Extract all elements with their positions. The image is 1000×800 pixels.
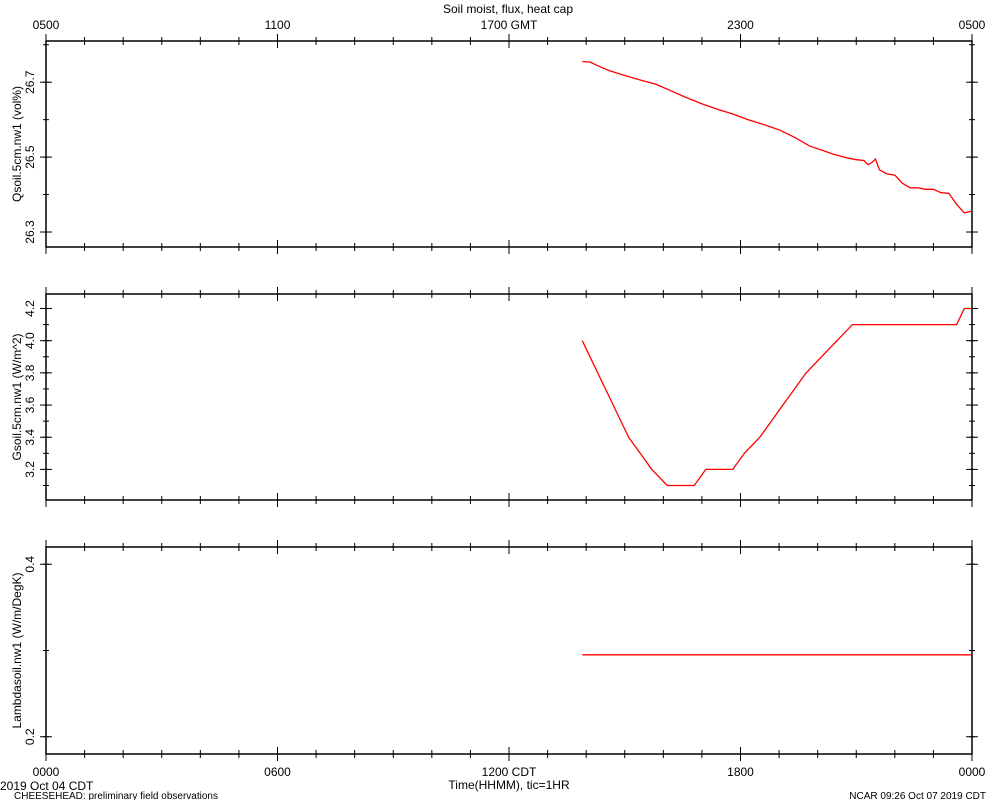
bottom-axis-tick-labels: 0000 0600 1200 CDT 1800 0000 bbox=[33, 765, 986, 779]
y-tick-label: 26.3 bbox=[23, 220, 37, 244]
y-tick-label: 3.8 bbox=[23, 364, 37, 381]
bottom-tick-label: 1200 CDT bbox=[482, 765, 537, 779]
top-tick-label: 1700 GMT bbox=[481, 18, 538, 32]
bottom-tick-label: 0000 bbox=[33, 765, 60, 779]
series-line-1 bbox=[582, 60, 973, 214]
y-tick-label: 26.5 bbox=[23, 145, 37, 169]
y-axis-label: Gsoil.5cm.nw1 (W/m^2) bbox=[10, 334, 24, 461]
y-tick-label: 4.2 bbox=[23, 300, 37, 317]
bottom-tick-label: 1800 bbox=[727, 765, 754, 779]
y-tick-label: 0.2 bbox=[23, 728, 37, 745]
footer-date: 2019 Oct 04 CDT bbox=[0, 779, 94, 793]
y-axis-label: Qsoil.5cm.nw1 (vol%) bbox=[10, 86, 24, 202]
y-tick-label: 3.2 bbox=[23, 461, 37, 478]
y-tick-label: 26.7 bbox=[23, 70, 37, 94]
top-tick-label: 0500 bbox=[959, 18, 986, 32]
y-axis-label: Lambdasoil.nw1 (W/m/DegK) bbox=[10, 572, 24, 728]
top-tick-label: 2300 bbox=[727, 18, 754, 32]
x-axis-label: Time(HHMM), tic=1HR bbox=[448, 778, 570, 792]
top-tick-label: 1100 bbox=[265, 18, 291, 32]
panel-frame bbox=[45, 293, 973, 501]
top-tick-label: 0500 bbox=[33, 18, 60, 32]
y-tick-label: 0.4 bbox=[23, 556, 37, 573]
y-tick-label: 3.6 bbox=[23, 396, 37, 413]
panel-frame bbox=[45, 40, 973, 248]
footer-stamp: NCAR 09:26 Oct 07 2019 CDT bbox=[849, 791, 986, 800]
y-tick-label: 4.0 bbox=[23, 332, 37, 349]
panel-2: 3.2 3.4 3.6 3.8 4.0 4.2 Gsoil.5cm.nw1 (W/m^2) bbox=[10, 287, 978, 507]
y-tick-label: 3.4 bbox=[23, 429, 37, 446]
panel-frame bbox=[45, 546, 973, 755]
bottom-tick-label: 0600 bbox=[264, 765, 291, 779]
chart-title: Soil moist, flux, heat cap bbox=[443, 2, 573, 16]
series-line-1 bbox=[581, 307, 972, 487]
footer-note: CHEESEHEAD: preliminary field observatio… bbox=[14, 791, 218, 800]
bottom-tick-label: 0000 bbox=[959, 765, 986, 779]
top-axis-tick-labels: 0500 1100 1700 GMT 2300 0500 bbox=[33, 18, 986, 32]
